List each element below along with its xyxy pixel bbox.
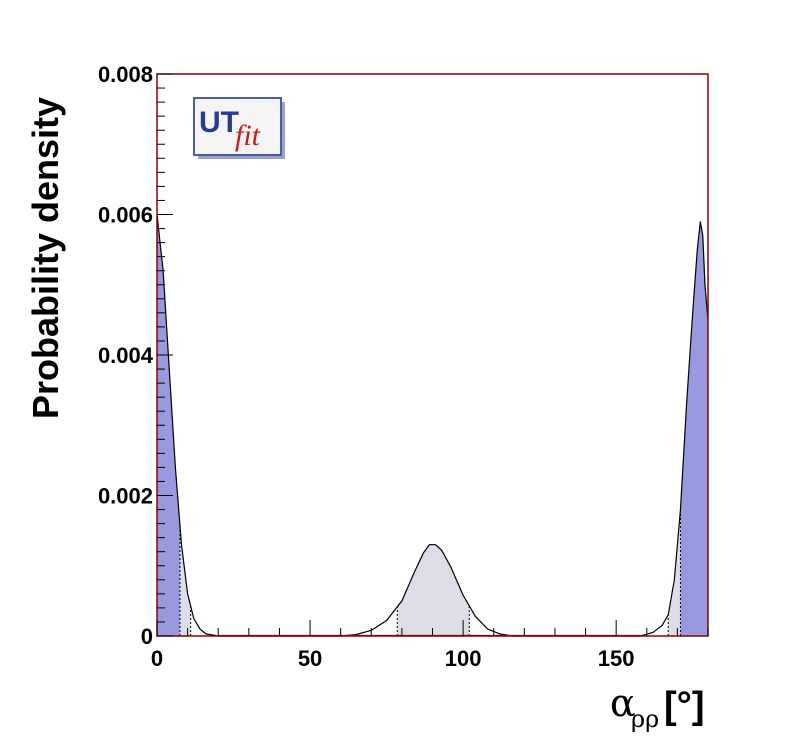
x-axis-label: α ρρ [°]	[610, 681, 705, 733]
band-light-2	[668, 509, 681, 636]
x-axis-ticks: 0 50 100 150	[151, 620, 709, 671]
x-axis-label-subscript: ρρ	[631, 705, 659, 733]
logo-fit-text: fit	[235, 119, 261, 152]
x-tick-label: 0	[151, 646, 163, 671]
y-tick-label: 0	[141, 624, 153, 649]
x-axis-label-unit: [°]	[664, 685, 705, 727]
density-curve	[156, 214, 709, 637]
band-light-0	[179, 525, 191, 636]
y-tick-label: 0.004	[98, 343, 154, 368]
band-light-1	[397, 544, 470, 636]
band-dark-0	[157, 214, 180, 636]
x-tick-label: 100	[445, 646, 482, 671]
y-axis-label: Probability density	[25, 97, 66, 419]
band-dark-1	[680, 221, 708, 636]
x-axis-label-symbol: α	[610, 681, 636, 725]
utfit-logo: UT fit	[193, 97, 285, 159]
y-tick-label: 0.006	[98, 203, 153, 228]
y-tick-label: 0.008	[98, 62, 153, 87]
y-tick-label: 0.002	[98, 484, 153, 509]
y-axis-ticks: 0 0.002 0.004 0.006 0.008	[98, 62, 173, 649]
probability-bands	[157, 214, 708, 636]
logo-ut-text: UT	[199, 106, 239, 139]
x-tick-label: 50	[298, 646, 322, 671]
x-tick-label: 150	[598, 646, 635, 671]
